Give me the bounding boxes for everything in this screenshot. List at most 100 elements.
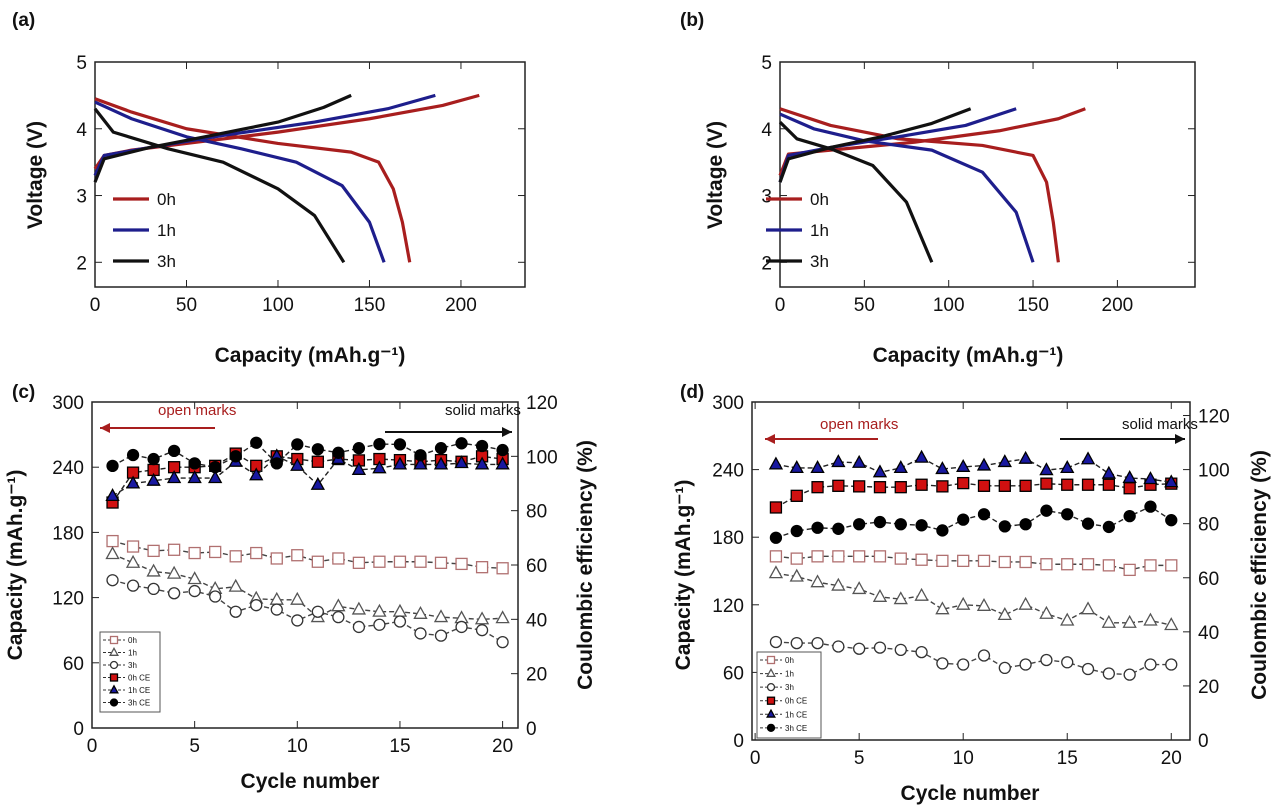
point-3h [106, 574, 119, 587]
point-1h-CE [208, 470, 223, 484]
point-0h-CE [957, 476, 970, 490]
point-3h-CE [270, 457, 283, 470]
x-axis-title: Capacity (mAh.g⁻¹) [873, 344, 1064, 367]
point-3h [126, 579, 140, 592]
point-0h [475, 561, 489, 574]
point-3h-CE [496, 443, 509, 457]
point-3h-CE [1123, 509, 1136, 523]
point-0h-CE [811, 481, 824, 494]
y-tick-label: 300 [712, 393, 744, 414]
point-1h [914, 587, 929, 601]
point-3h [147, 582, 160, 596]
point-0h [936, 554, 949, 568]
open-marks-note: open marks [158, 402, 236, 419]
point-0h-CE [769, 501, 783, 514]
open-marks-note: open marks [820, 416, 898, 433]
point-3h-CE [126, 448, 140, 462]
x-tick-label: 10 [953, 748, 974, 769]
point-0h [894, 552, 907, 565]
point-1h-CE [893, 460, 908, 474]
point-3h-CE [414, 449, 427, 462]
curve-1h-discharge [94, 100, 386, 263]
point-0h [455, 557, 468, 571]
y-tick-label: 2 [761, 253, 772, 274]
point-3h [811, 636, 824, 650]
point-0h [311, 555, 324, 568]
point-1h-CE [997, 454, 1012, 468]
x-tick-label: 100 [262, 295, 294, 316]
point-3h [209, 590, 222, 603]
legend-label: 0h CE [785, 697, 807, 706]
point-1h [105, 546, 120, 560]
y2-tick-label: 40 [1198, 623, 1219, 644]
point-3h-CE [936, 524, 949, 537]
point-1h-CE [454, 455, 469, 469]
y2-tick-label: 0 [526, 719, 537, 740]
point-0h [167, 543, 181, 556]
point-3h-CE [1040, 504, 1053, 517]
x-axis-title: Cycle number [901, 782, 1040, 805]
point-1h-CE [495, 456, 510, 470]
y-tick-label: 4 [761, 120, 772, 141]
point-3h-CE [957, 513, 970, 526]
point-1h-CE [976, 457, 992, 471]
y-tick-label: 2 [76, 253, 87, 274]
y-tick-label: 120 [712, 596, 744, 617]
point-0h [393, 555, 407, 568]
point-1h [1039, 605, 1054, 619]
point-0h [188, 546, 201, 560]
x-tick-label: 10 [287, 736, 308, 757]
legend-label: 3h [157, 252, 176, 271]
y2-tick-label: 20 [526, 665, 547, 686]
arrowhead-icon [1175, 434, 1185, 444]
y-tick-label: 3 [76, 187, 87, 208]
y2-tick-label: 60 [1198, 569, 1219, 590]
y-tick-label: 120 [52, 589, 84, 610]
point-1h [1080, 601, 1096, 615]
x-tick-label: 5 [189, 736, 200, 757]
panel-d: (d) 0 5 10 15 20 0 60 120 180 240 300 0 20 40 60 80 100 12… [672, 382, 1271, 805]
point-0h [270, 552, 283, 565]
point-1h-CE [187, 470, 202, 484]
point-3h-CE [332, 446, 345, 459]
y2-tick-label: 40 [526, 610, 547, 631]
y-tick-label: 0 [73, 719, 84, 740]
legend-marker [109, 673, 119, 682]
point-3h [414, 627, 427, 640]
point-1h-CE [474, 456, 490, 470]
point-3h-CE [1081, 517, 1095, 530]
x-tick-label: 0 [87, 736, 98, 757]
point-1h-CE [872, 464, 888, 478]
point-3h [1102, 667, 1116, 680]
point-3h [188, 584, 201, 598]
point-3h-CE [1144, 500, 1157, 513]
point-1h [166, 565, 182, 579]
x-axis-title: Cycle number [241, 770, 380, 793]
x-tick-label: 15 [1057, 748, 1078, 769]
point-1h [392, 603, 408, 617]
point-3h-CE [769, 531, 783, 544]
curve-0h-discharge [94, 97, 412, 263]
solid-marks-note: solid marks [445, 402, 521, 419]
point-3h [957, 658, 970, 671]
point-3h-CE [1061, 508, 1074, 521]
y-axis-title: Capacity (mAh.g⁻¹) [672, 480, 695, 671]
point-0h [977, 554, 991, 568]
point-1h [1060, 612, 1075, 626]
point-1h-CE [166, 470, 182, 484]
point-3h [373, 618, 386, 631]
point-3h-CE [250, 436, 263, 449]
legend-marker [109, 684, 119, 694]
point-3h-CE [977, 508, 991, 521]
x-tick-label: 0 [750, 748, 761, 769]
curve-1h-discharge [779, 112, 1035, 263]
y2-tick-label: 80 [1198, 515, 1219, 536]
arrowhead-icon [502, 427, 512, 437]
panel-a: (a) 0 50 100 150 200 2 3 4 5 Capacity (mAh.g⁻¹) Vol… [12, 10, 526, 367]
x-tick-label: 5 [854, 748, 865, 769]
x-tick-label: 100 [933, 295, 965, 316]
point-0h [957, 554, 970, 568]
solid-marks-note: solid marks [1122, 416, 1198, 433]
point-3h-CE [475, 439, 489, 453]
point-0h [1123, 563, 1136, 577]
